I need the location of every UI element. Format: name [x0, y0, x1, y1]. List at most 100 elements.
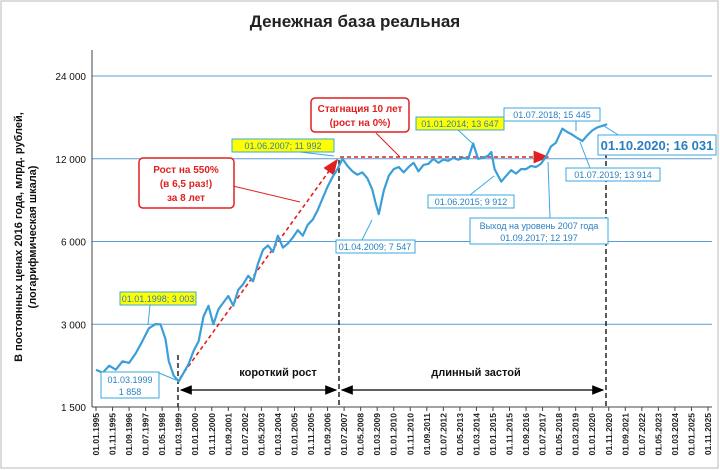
callout-2007: 01.06.2007; 11 992: [231, 138, 335, 157]
callout-2017-line2: 01.09.2017; 12 197: [500, 233, 578, 243]
callout-1999-value: 1 858: [119, 387, 142, 397]
x-tick-label: 01.03.2014: [471, 413, 481, 456]
callout-2015-leader: [469, 175, 495, 196]
callout-2018-text: 01.07.2018; 15 445: [513, 110, 591, 120]
callout-2009-box: [335, 239, 416, 254]
growth-callout-box: [138, 157, 235, 209]
x-tick-label: 01.05.2008: [356, 413, 366, 456]
x-tick-label: 01.07.2022: [637, 413, 647, 456]
callout-2007-box: [231, 138, 335, 153]
x-tick-label: 01.11.2020: [604, 413, 614, 455]
callout-2019-text: 01.07.2019; 13 914: [574, 170, 652, 180]
y-tick-label: 12 000: [55, 155, 86, 166]
callout-2019-leader: [579, 141, 591, 169]
x-tick-label: 01.09.1996: [124, 413, 134, 456]
callout-2020-text: 01.10.2020; 16 031: [601, 138, 714, 153]
short-growth-label-bg: [232, 363, 324, 381]
callout-2019: 01.07.2019; 13 914: [565, 141, 661, 182]
stagnation-callout-box: [310, 97, 410, 133]
growth-trend-arrow: [179, 158, 338, 379]
callout-2014: 01.01.2014; 13 647: [415, 116, 505, 144]
callout-1999-date: 01.03.1999: [107, 375, 152, 385]
x-tick-label: 01.07.2017: [538, 413, 548, 456]
short-growth-label: короткий рост: [239, 367, 317, 379]
stagnation-callout-line1: Стагнация 10 лет: [318, 104, 403, 115]
x-tick-label: 01.03.2019: [571, 413, 581, 456]
x-tick-label: 01.01.2005: [289, 413, 299, 456]
x-tick-label: 01.03.1999: [174, 413, 184, 456]
x-tick-label: 01.11.2025: [703, 413, 713, 455]
x-tick-label: 01.05.2013: [455, 413, 465, 456]
callout-2017: Выход на уровень 2007 года 01.09.2017; 1…: [469, 161, 609, 245]
x-tick-label: 01.11.1995: [108, 413, 118, 455]
callout-2018-box: [503, 107, 601, 122]
x-tick-label: 01.07.2002: [240, 413, 250, 456]
x-tick-label: 01.01.2000: [190, 413, 200, 456]
y-tick-label: 6 000: [61, 238, 86, 249]
growth-callout-line2: (в 6,5 раз!): [160, 179, 212, 190]
x-tick-label: 01.05.2003: [256, 413, 266, 456]
callout-2019-box: [565, 167, 661, 182]
x-tick-label: 01.09.2006: [323, 413, 333, 456]
x-tick-label: 01.07.1997: [141, 413, 151, 456]
series-line: [95, 123, 608, 383]
growth-callout-leader: [232, 185, 301, 203]
x-tick-label: 01.05.1998: [157, 413, 167, 456]
callout-2015-text: 01.06.2015; 9 912: [435, 197, 508, 207]
y-axis-label-line1: В постоянных ценах 2016 года, млрд. рубл…: [13, 112, 25, 362]
y-axis-label-line2: (логарифмическая шкала): [27, 165, 39, 308]
callout-1998-leader: [147, 304, 151, 326]
callout-2007-text: 01.06.2007; 11 992: [245, 141, 322, 151]
growth-callout-line1: Рост на 550%: [153, 165, 219, 176]
callout-2015: 01.06.2015; 9 912: [427, 175, 515, 209]
x-tick-label: 01.09.2016: [521, 413, 531, 456]
long-stagnation-label: длинный застой: [431, 367, 521, 379]
callout-2014-box: [415, 116, 505, 131]
callout-1999: 01.03.1999 1 858: [100, 371, 177, 399]
callout-2009-leader: [361, 219, 373, 241]
x-tick-label: 01.11.2015: [505, 413, 515, 455]
x-tick-labels: 01.01.1995 01.11.1995 01.09.1996 01.07.1997…: [91, 407, 713, 456]
x-tick-label: 01.11.2005: [306, 413, 316, 455]
x-tick-label: 01.07.2012: [438, 413, 448, 456]
x-tick-label: 01.05.2023: [653, 413, 663, 456]
x-tick-label: 01.01.2015: [488, 413, 498, 456]
callout-1998-text: 01.01.1998; 3 003: [122, 294, 195, 304]
y-tick-label: 24 000: [55, 72, 86, 83]
stagnation-callout-line2: (рост на 0%): [330, 118, 391, 129]
callout-2020-box: [597, 134, 717, 156]
x-tick-label: 01.09.2011: [422, 413, 432, 455]
callout-2017-leader: [547, 161, 551, 219]
x-tick-label: 01.11.2010: [405, 413, 415, 455]
callout-1999-leader: [158, 372, 177, 381]
callout-2009-text: 01.04.2009; 7 547: [339, 242, 412, 252]
chart-title: Денежная база реальная: [250, 12, 460, 31]
growth-callout: Рост на 550% (в 6,5 раз!) за 8 лет: [138, 157, 301, 209]
callout-2017-line1: Выход на уровень 2007 года: [480, 221, 599, 231]
callout-2020-leader: [603, 125, 621, 137]
x-tick-label: 01.07.2007: [339, 413, 349, 456]
callout-2014-text: 01.01.2014; 13 647: [421, 119, 499, 129]
callout-2007-leader: [299, 151, 335, 157]
callout-1998-box: [119, 291, 197, 306]
x-tick-label: 01.01.2020: [587, 413, 597, 456]
growth-callout-line3: за 8 лет: [167, 193, 205, 204]
x-tick-label: 01.01.2025: [686, 413, 696, 456]
y-tick-label: 1 500: [61, 403, 86, 414]
callout-2020: 01.10.2020; 16 031: [597, 125, 717, 156]
callout-1999-box: [100, 371, 160, 399]
callout-2009: 01.04.2009; 7 547: [335, 219, 416, 254]
y-tick-labels: 1 500 3 000 6 000 12 000 24 000: [55, 72, 86, 414]
callout-2015-box: [427, 194, 515, 209]
x-tick-label: 01.03.2004: [273, 413, 283, 456]
x-tick-label: 01.11.2000: [207, 413, 217, 455]
callout-2018: 01.07.2018; 15 445: [503, 107, 601, 131]
x-tick-label: 01.01.1995: [91, 413, 101, 456]
long-stag-label-bg: [426, 363, 526, 381]
stagnation-callout-leader: [375, 132, 401, 158]
callout-2014-leader: [457, 129, 473, 144]
x-tick-label: 01.03.2024: [670, 413, 680, 456]
